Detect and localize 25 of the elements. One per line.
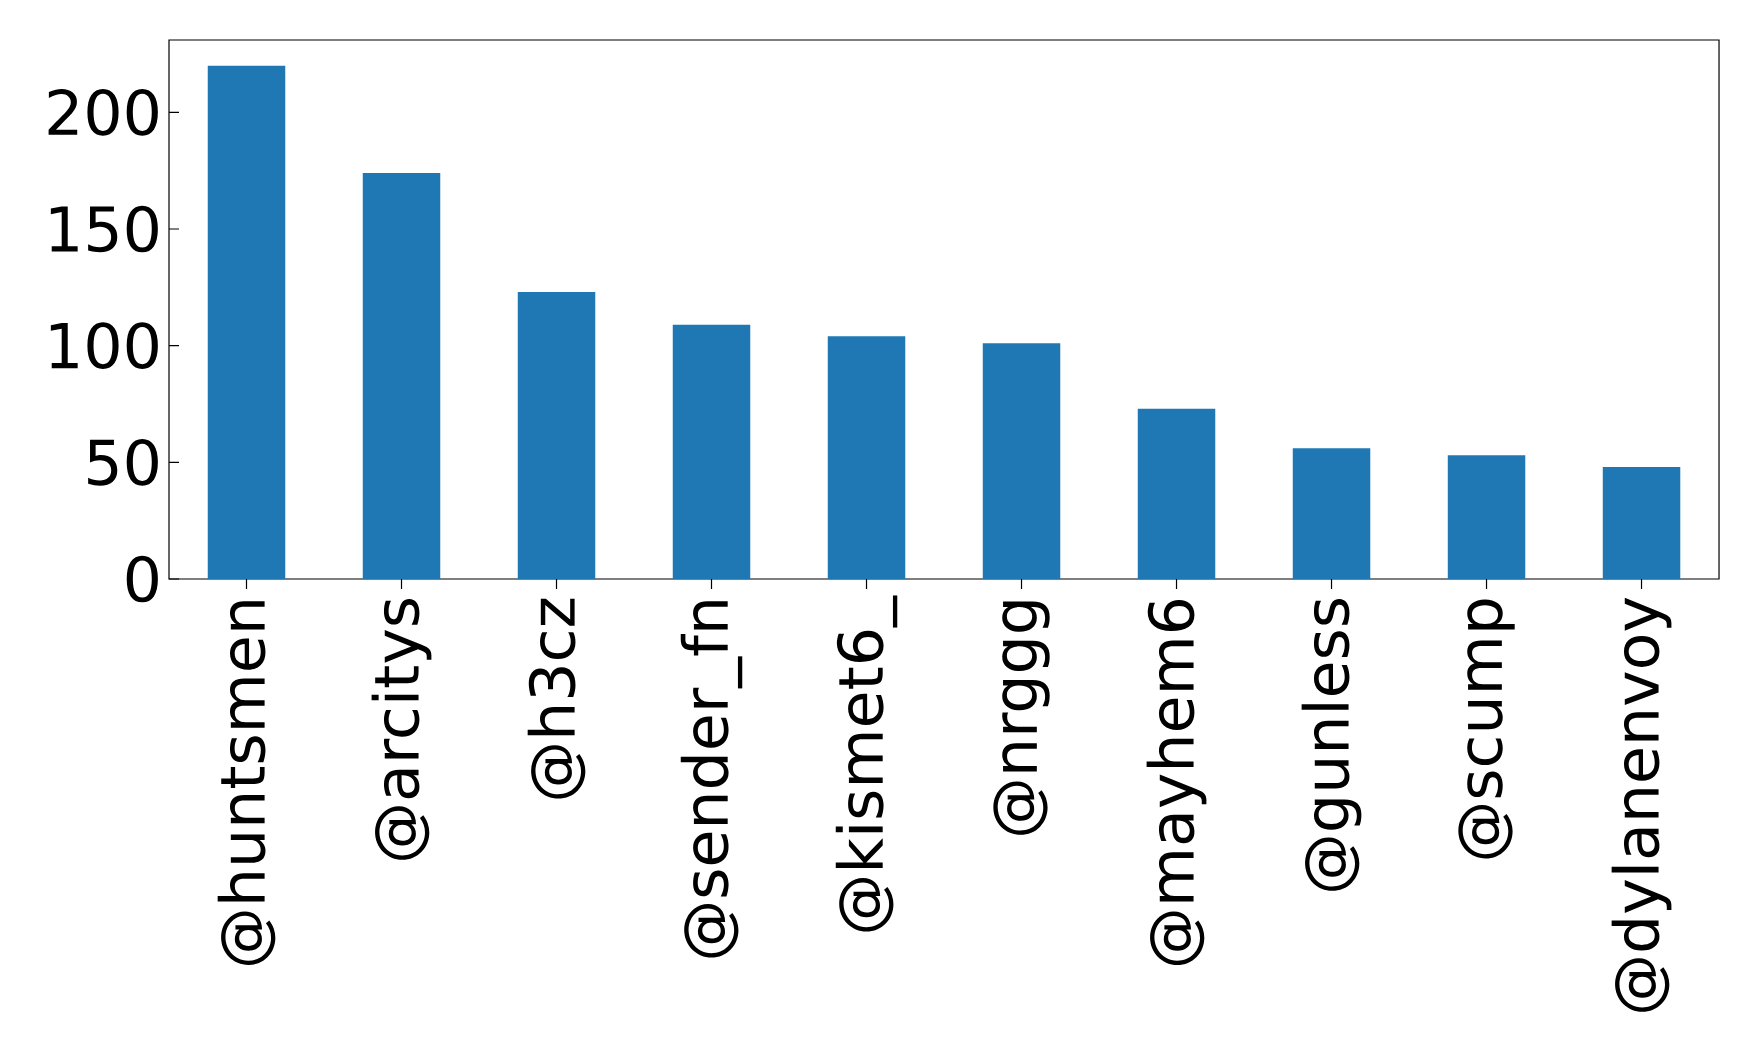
x-tick-label: @kismet6_ — [835, 595, 898, 932]
y-tick-label: 100 — [50, 322, 158, 370]
x-tick-label: @arcitys — [371, 598, 432, 860]
x-tick-label: @sender_fn — [680, 601, 743, 958]
bar — [1137, 408, 1216, 579]
x-tick-label: @h3cz — [527, 598, 586, 799]
bar — [827, 336, 906, 579]
bar — [517, 292, 596, 579]
x-tick-label: @nrggg — [993, 601, 1050, 835]
x-tick-label: @gunless — [1301, 599, 1362, 891]
y-tick-label: 150 — [50, 205, 158, 253]
bar — [362, 173, 441, 579]
bar — [207, 65, 286, 579]
x-tick-label: @scump — [1458, 599, 1515, 859]
bar — [672, 324, 751, 579]
x-tick-label: @dylanenvoy — [1611, 597, 1672, 1012]
y-tick-label: 50 — [88, 438, 158, 486]
x-tick-label: @huntsmen — [217, 601, 276, 965]
y-tick-label: 0 — [126, 555, 158, 603]
bar — [1447, 455, 1526, 579]
x-tick-label: @mayhem6 — [1146, 599, 1207, 965]
bar — [1602, 467, 1681, 579]
bar — [1292, 448, 1371, 579]
bar — [982, 343, 1061, 579]
y-tick-label: 200 — [48, 88, 158, 136]
